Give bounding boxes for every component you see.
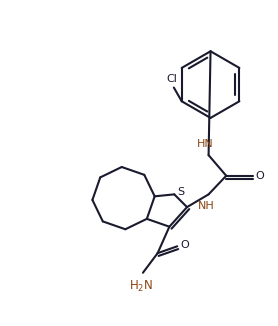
Text: S: S	[177, 187, 184, 198]
Text: O: O	[256, 171, 264, 181]
Text: H$_2$N: H$_2$N	[129, 279, 153, 294]
Text: NH: NH	[198, 201, 215, 211]
Text: Cl: Cl	[167, 74, 177, 83]
Text: HN: HN	[197, 139, 214, 149]
Text: O: O	[180, 240, 189, 250]
